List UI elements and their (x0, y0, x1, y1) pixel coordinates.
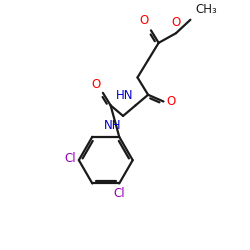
Text: NH: NH (104, 119, 121, 132)
Text: HN: HN (116, 90, 134, 102)
Text: O: O (140, 14, 149, 28)
Text: O: O (92, 78, 101, 91)
Text: O: O (166, 95, 175, 108)
Text: CH₃: CH₃ (195, 3, 217, 16)
Text: Cl: Cl (114, 187, 125, 200)
Text: Cl: Cl (64, 152, 76, 165)
Text: O: O (171, 16, 180, 30)
